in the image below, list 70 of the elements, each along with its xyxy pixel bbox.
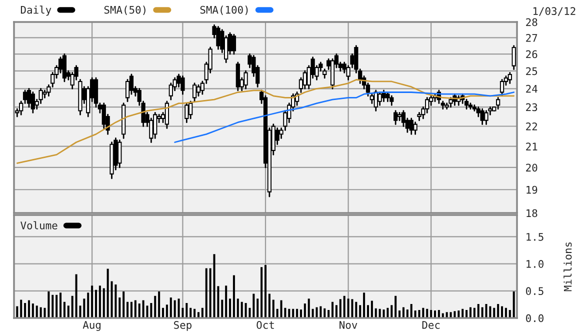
legend-label: Daily (20, 6, 52, 16)
candlestick (153, 112, 158, 139)
candlestick (176, 74, 181, 88)
candlestick (394, 110, 398, 125)
candlestick (244, 70, 248, 90)
candlestick (102, 102, 106, 129)
y-tick-label: 24 (526, 84, 538, 93)
y-tick-label: 25 (526, 67, 538, 76)
x-tick-label: Oct (256, 321, 274, 329)
candlestick (46, 84, 51, 97)
candlestick (413, 122, 418, 135)
candlestick (114, 138, 118, 170)
candlestick (279, 128, 284, 139)
candlestick (19, 100, 24, 116)
candlestick (232, 34, 236, 55)
candlestick (30, 92, 35, 114)
candlestick (386, 92, 390, 102)
candlestick (200, 80, 204, 95)
candlestick (401, 110, 406, 127)
line-series (16, 79, 515, 164)
y-tick-label: 19 (526, 186, 538, 194)
candlestick (492, 106, 496, 112)
candlestick (180, 76, 185, 95)
candlestick (38, 88, 43, 104)
candlestick (62, 53, 67, 82)
candlestick (118, 140, 122, 168)
y-tick-label: 1.0 (526, 260, 544, 268)
candlestick (94, 77, 98, 108)
candlestick (168, 82, 173, 100)
candlestick (129, 74, 134, 95)
candlestick (302, 70, 307, 90)
candlestick (149, 118, 154, 143)
candlestick (122, 102, 126, 139)
candlestick (224, 35, 228, 64)
legend-label: Volume (20, 221, 58, 230)
y-tick-label: 27 (526, 34, 538, 42)
y-tick-label: 23 (526, 103, 538, 112)
candlestick (110, 142, 114, 180)
candlestick (78, 79, 82, 116)
x-tick-label: Aug (82, 321, 100, 331)
candlestick (448, 97, 453, 108)
y-tick-label: 22 (526, 122, 537, 130)
x-tick-label: Sep (174, 321, 192, 331)
y-axis-title: Millions (564, 242, 572, 292)
y-tick-label: 18 (526, 209, 538, 218)
candlestick (236, 62, 240, 92)
y-tick-label: 26 (526, 50, 538, 58)
legend-label: SMA(50) (104, 6, 146, 15)
line-series (174, 92, 515, 143)
candlestick (346, 65, 350, 80)
y-tick-label: 0.0 (526, 314, 544, 322)
y-tick-label: 28 (526, 18, 538, 26)
y-tick-label: 21 (526, 142, 538, 150)
candlestick (26, 88, 32, 108)
x-tick-label: Dec (422, 321, 440, 329)
candlestick (480, 108, 484, 125)
legend-label: SMA(100) (200, 6, 248, 15)
candlestick (496, 97, 500, 110)
y-tick-label: 0.5 (526, 287, 544, 296)
candlestick (512, 45, 516, 70)
candlestick (425, 97, 430, 114)
candlestick (397, 112, 402, 122)
y-tick-label: 1.5 (526, 233, 544, 241)
candlestick (184, 102, 189, 124)
x-tick-label: Nov (340, 321, 358, 329)
text: 1/03/12 (533, 7, 576, 16)
candlestick (216, 26, 220, 50)
y-tick-label: 20 (526, 164, 538, 172)
candlestick (484, 110, 488, 125)
candlestick (125, 79, 130, 102)
